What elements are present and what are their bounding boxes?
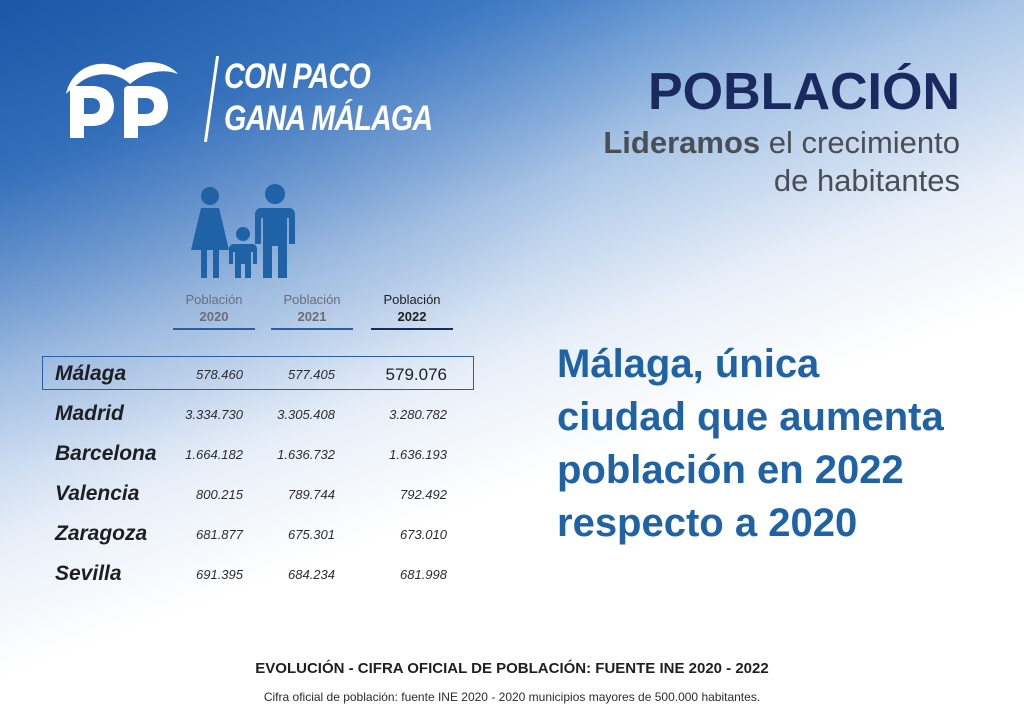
family-icon [191,184,295,278]
table-row: Sevilla 691.395 684.234 681.998 [55,557,455,591]
statement-line2: ciudad que aumenta [557,395,944,439]
subtitle-rest: el crecimiento [760,125,960,160]
value-2021: 3.305.408 [277,407,335,422]
city-name: Zaragoza [55,522,148,545]
value-2020: 681.877 [196,527,243,542]
table-row: Barcelona 1.664.182 1.636.732 1.636.193 [55,437,455,471]
column-underline [173,328,255,330]
column-year: 2020 [199,309,229,324]
subtitle-line2: de habitantes [773,163,960,198]
slogan-line2: GANA MÁLAGA [224,99,433,138]
value-2020: 3.334.730 [185,407,243,422]
value-2022: 3.280.782 [389,407,447,422]
city-name: Madrid [55,402,124,425]
value-2022: 579.076 [385,365,447,384]
value-2022: 1.636.193 [389,447,447,462]
value-2021: 577.405 [288,367,335,382]
value-2021: 684.234 [288,567,335,582]
slogan: CON PACO GANA MÁLAGA [224,56,478,140]
city-name: Valencia [55,482,140,505]
value-2022: 673.010 [400,527,447,542]
subtitle-bold: Lideramos [603,125,761,160]
city-name: Málaga [55,362,127,385]
table-row: Madrid 3.334.730 3.305.408 3.280.782 [55,397,455,431]
footer-note: Cifra oficial de población: fuente INE 2… [263,690,761,704]
column-header-2020: Población 2020 [173,291,255,330]
value-2020: 578.460 [196,367,243,382]
page-subtitle: Lideramos el crecimiento de habitantes [603,124,960,200]
column-label: Población [283,292,341,307]
column-underline [271,328,353,330]
table-row: Málaga 578.460 577.405 579.076 [55,357,455,391]
city-name: Sevilla [55,562,122,585]
column-header-2021: Población 2021 [271,291,353,330]
value-2020: 800.215 [196,487,243,502]
table-row: Valencia 800.215 789.744 792.492 [55,477,455,511]
footer-title: EVOLUCIÓN - CIFRA OFICIAL DE POBLACIÓN: … [255,660,769,677]
value-2020: 1.664.182 [185,447,243,462]
table-row: Zaragoza 681.877 675.301 673.010 [55,517,455,551]
headline-statement: Málaga, única ciudad que aumenta poblaci… [557,338,997,550]
malaga-highlight-box [42,356,474,390]
slogan-line1: CON PACO [224,57,371,96]
column-year: 2022 [397,309,427,324]
statement-line4: respecto a 2020 [557,501,858,545]
column-header-2022: Población 2022 [371,291,453,330]
column-year: 2021 [297,309,327,324]
page-title: POBLACIÓN [648,63,960,121]
value-2022: 792.492 [400,487,447,502]
statement-line3: población en 2022 [557,448,904,492]
pp-logo [66,62,178,138]
value-2020: 691.395 [196,567,243,582]
column-label: Población [185,292,243,307]
statement-line1: Málaga, única [557,342,820,386]
value-2021: 789.744 [288,487,335,502]
value-2021: 1.636.732 [277,447,335,462]
value-2021: 675.301 [288,527,335,542]
city-name: Barcelona [55,442,157,465]
column-underline [371,328,453,330]
value-2022: 681.998 [400,567,447,582]
column-label: Población [383,292,441,307]
